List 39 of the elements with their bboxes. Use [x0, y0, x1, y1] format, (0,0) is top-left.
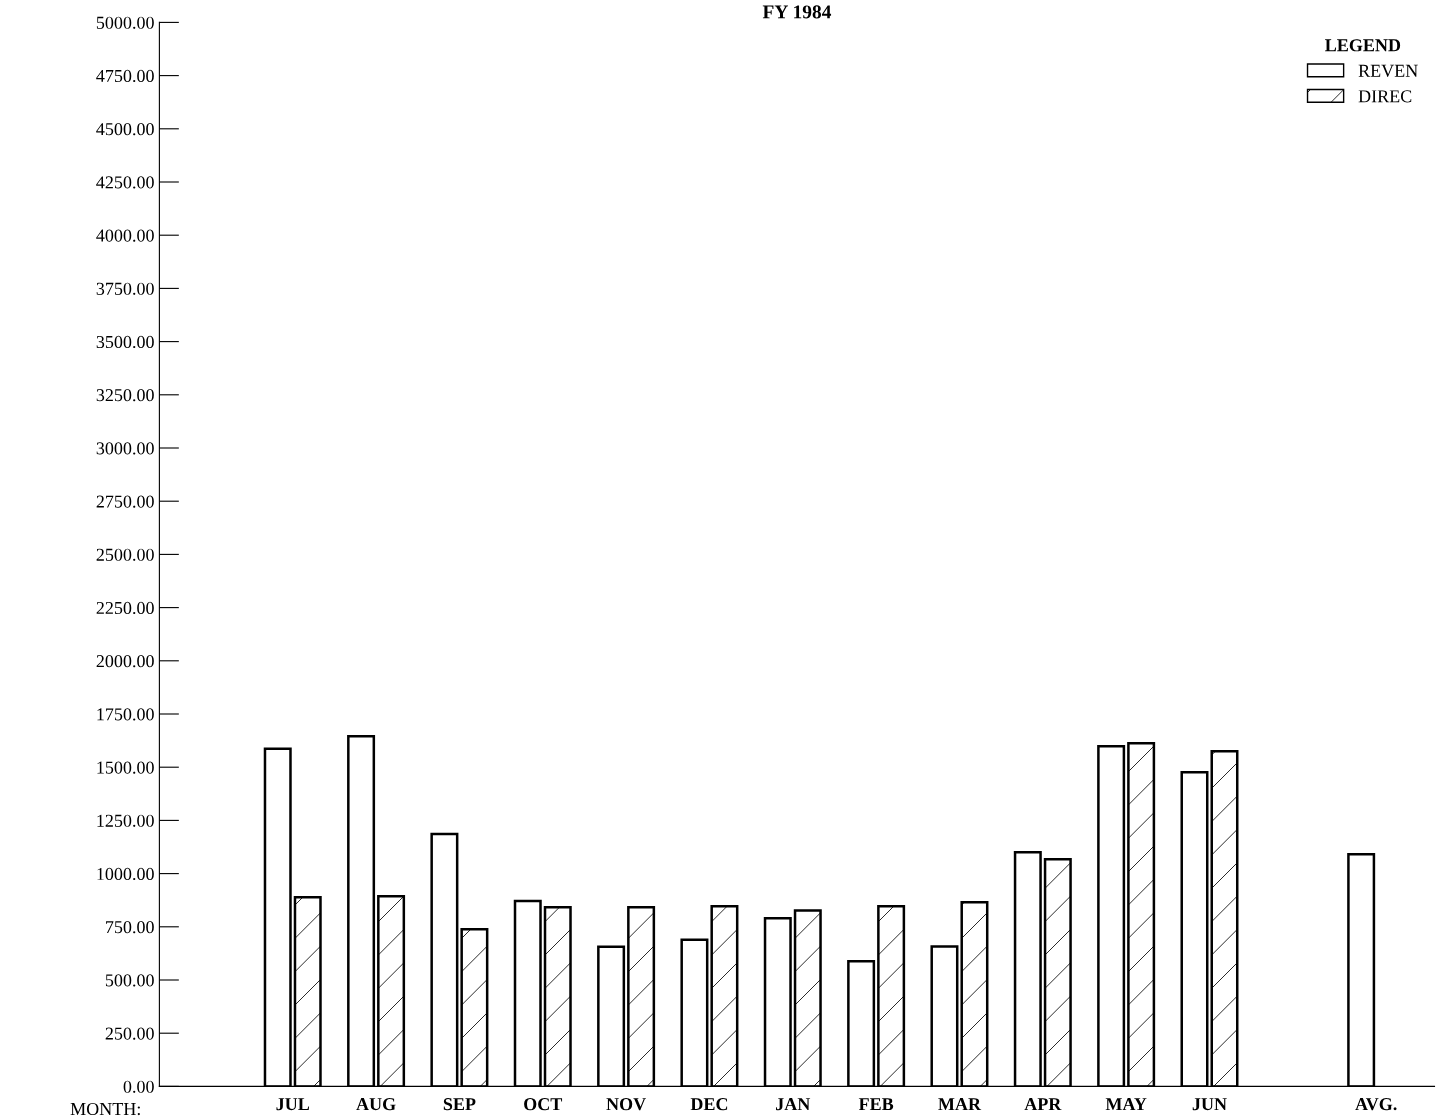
x-tick-label: OCT [524, 1098, 563, 1111]
y-tick-label: 5000.00 [96, 16, 154, 29]
y-tick-label: 4750.00 [96, 69, 154, 83]
y-tick-label: 1750.00 [97, 708, 154, 721]
x-tick-label: AVG. [1355, 1098, 1397, 1111]
y-tick-label: 500.00 [105, 974, 154, 987]
x-tick-label: MAR [938, 1098, 982, 1111]
x-tick-label: APR [1024, 1098, 1062, 1111]
y-tick-label: 1500.00 [97, 761, 154, 774]
x-tick-label: JUN [1192, 1098, 1227, 1111]
y-tick-label: 1000.00 [97, 867, 154, 881]
chart-title: FY 1984 [762, 5, 832, 19]
x-tick-label: DEC [690, 1098, 728, 1111]
y-tick-label: 3750.00 [96, 282, 154, 295]
y-tick-label: 1250.00 [97, 814, 154, 827]
x-tick-label: NOV [606, 1098, 646, 1111]
y-tick-label: 4500.00 [96, 123, 154, 136]
y-tick-label: 2750.00 [96, 495, 154, 508]
y-tick-label: 4000.00 [96, 229, 154, 242]
x-axis-title: MONTH: [70, 1102, 140, 1116]
legend-title: LEGEND [1325, 39, 1401, 52]
y-tick-label: 3250.00 [96, 389, 154, 402]
legend-label: DIREC [1358, 90, 1412, 103]
legend-label: REVEN [1358, 64, 1418, 77]
y-tick-label: 4250.00 [96, 176, 154, 189]
y-tick-label: 0.00 [123, 1080, 154, 1093]
y-tick-label: 3000.00 [96, 442, 154, 455]
y-tick-label: 2250.00 [96, 601, 154, 615]
x-tick-label: JAN [776, 1098, 811, 1111]
y-tick-label: 2000.00 [96, 655, 154, 668]
x-tick-label: SEP [443, 1098, 476, 1111]
x-tick-label: AUG [356, 1098, 396, 1111]
x-tick-label: MAY [1105, 1098, 1147, 1111]
y-tick-label: 2500.00 [96, 548, 154, 561]
y-tick-label: 3500.00 [96, 335, 154, 349]
y-tick-label: 250.00 [105, 1027, 154, 1040]
y-tick-label: 750.00 [106, 921, 154, 934]
x-tick-label: JUL [276, 1098, 310, 1111]
x-tick-label: FEB [858, 1098, 894, 1111]
